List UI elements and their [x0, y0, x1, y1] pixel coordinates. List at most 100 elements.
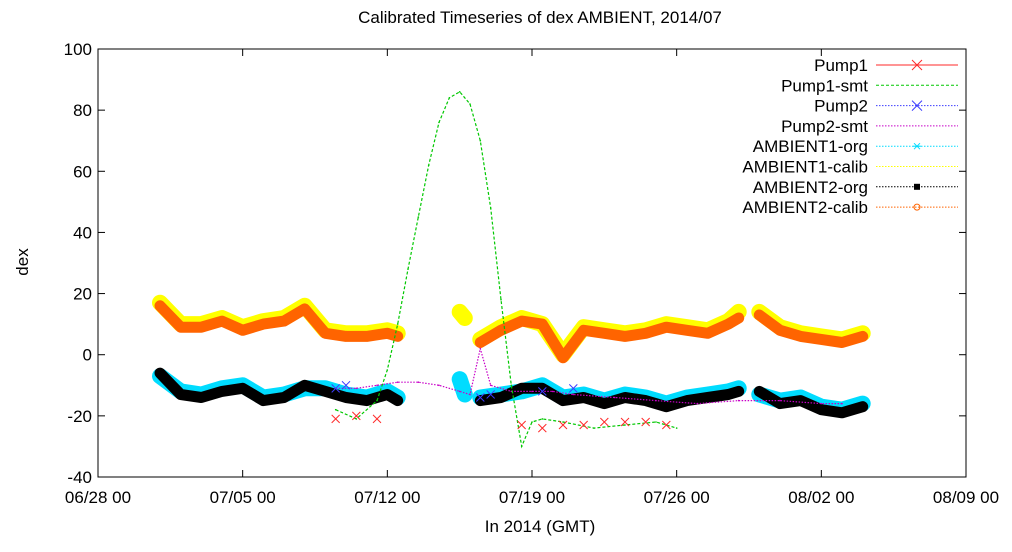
y-tick-label: 40	[73, 223, 92, 242]
data-point	[736, 389, 741, 394]
series-band-ambient2-calib	[753, 309, 869, 348]
data-point	[448, 97, 451, 99]
data-point	[664, 404, 669, 409]
series-pump2-smt	[334, 347, 843, 405]
data-point	[240, 328, 245, 333]
legend-label: Pump2-smt	[781, 117, 868, 136]
x-tick-label: 08/02 00	[788, 488, 854, 507]
data-point	[860, 334, 865, 339]
data-point	[819, 337, 824, 342]
data-point	[620, 417, 630, 427]
data-point	[841, 402, 843, 405]
data-point	[355, 418, 358, 420]
data-point	[331, 383, 341, 393]
legend-label: Pump2	[814, 97, 868, 116]
data-point	[469, 393, 471, 396]
x-tick-label: 07/12 00	[354, 488, 420, 507]
x-tick-label: 08/09 00	[933, 488, 999, 507]
data-point	[531, 390, 533, 393]
series-band-ambient1-org	[451, 371, 473, 403]
data-point	[696, 402, 699, 405]
data-point	[779, 399, 781, 402]
data-point	[427, 164, 430, 166]
data-point	[551, 390, 554, 393]
data-point	[355, 387, 358, 390]
data-point	[537, 387, 547, 396]
y-tick-label: 60	[73, 162, 92, 181]
data-point	[364, 398, 369, 403]
data-point	[438, 384, 440, 387]
data-point	[562, 421, 564, 423]
data-point	[417, 216, 420, 218]
legend-marker	[913, 203, 921, 211]
data-point	[386, 369, 389, 371]
data-point	[417, 381, 420, 384]
data-point	[282, 395, 286, 400]
data-point	[705, 395, 710, 400]
data-point	[395, 334, 400, 339]
data-point	[376, 399, 378, 402]
data-point	[623, 334, 627, 339]
data-point	[726, 322, 731, 327]
series-pump1	[331, 411, 671, 433]
data-point	[840, 340, 844, 345]
series-pump2	[331, 380, 578, 402]
data-point	[344, 334, 348, 339]
data-point	[757, 313, 762, 317]
data-point	[661, 420, 671, 430]
data-point	[478, 340, 483, 345]
legend-label: Pump1	[814, 56, 868, 75]
data-point	[489, 384, 492, 387]
data-point	[199, 395, 204, 400]
data-point	[457, 309, 462, 314]
data-point	[664, 325, 669, 330]
legend-label: AMBIENT2-org	[753, 178, 868, 197]
data-point	[561, 355, 565, 360]
legend-label: AMBIENT1-calib	[742, 158, 868, 177]
series-band-ambient2-org	[474, 382, 745, 413]
data-point	[568, 383, 578, 393]
data-point	[510, 384, 513, 387]
y-tick-label: 80	[73, 101, 92, 120]
data-point	[643, 331, 648, 336]
legend-label: AMBIENT1-org	[753, 137, 868, 156]
y-axis: -40 -20 0 20 40 60 80 100	[64, 40, 966, 487]
data-point	[519, 386, 524, 391]
data-point	[558, 420, 568, 430]
x-tick-label: 07/19 00	[499, 488, 565, 507]
data-point	[655, 421, 657, 423]
data-point	[220, 389, 224, 394]
data-point	[540, 322, 545, 327]
data-point	[593, 427, 595, 429]
data-point	[778, 328, 782, 333]
data-point	[705, 331, 710, 336]
data-point	[579, 420, 589, 430]
data-point	[351, 411, 361, 421]
data-point	[457, 377, 462, 382]
data-point	[458, 390, 461, 393]
data-point	[655, 399, 657, 402]
data-point	[458, 91, 461, 93]
data-point	[820, 402, 823, 405]
data-point	[624, 424, 626, 426]
data-point	[726, 392, 731, 397]
data-point	[737, 399, 740, 402]
series-ambient2-calib	[154, 300, 869, 364]
series-ambient2-org	[154, 367, 869, 419]
y-tick-label: 20	[73, 285, 92, 304]
data-point	[469, 103, 471, 105]
data-point	[302, 383, 307, 388]
legend-marker	[911, 59, 923, 71]
data-point	[685, 398, 689, 403]
data-point	[602, 331, 607, 336]
series-line-pump2-smt	[335, 348, 842, 405]
legend-marker	[914, 183, 920, 190]
data-point	[158, 303, 162, 308]
data-point	[531, 421, 533, 423]
data-point	[178, 392, 183, 397]
data-point	[479, 139, 482, 142]
data-point	[675, 427, 678, 429]
data-point	[685, 328, 689, 333]
